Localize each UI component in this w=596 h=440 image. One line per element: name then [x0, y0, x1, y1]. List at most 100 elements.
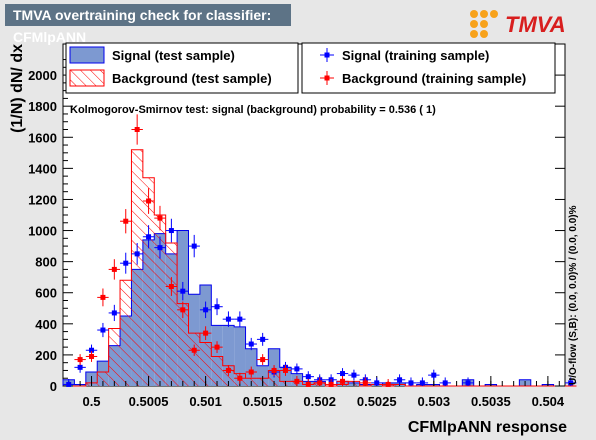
x-axis-label: CFMlpANN response — [408, 419, 567, 436]
background-train-point — [291, 375, 303, 386]
legend-signal-test-swatch — [69, 46, 105, 64]
background-train-point — [85, 351, 98, 362]
background-train-point — [177, 301, 189, 319]
legend-signal-train-label: Signal (training sample) — [342, 48, 489, 63]
legend-signal-test-label: Signal (test sample) — [112, 48, 235, 63]
x-tick-label: 0.504 — [532, 394, 565, 409]
background-train-point — [382, 379, 394, 387]
x-tick-label: 0.5 — [82, 394, 100, 409]
background-train-point — [154, 205, 166, 231]
background-train-point — [165, 277, 178, 296]
signal-train-point — [211, 298, 223, 316]
signal-test-bar — [222, 325, 235, 386]
background-test-bar — [165, 242, 178, 386]
legend-box-right — [301, 42, 556, 94]
background-train-point — [314, 377, 326, 386]
background-train-point — [199, 326, 212, 341]
background-test-outline — [63, 149, 577, 387]
y-tick-label: 200 — [35, 348, 57, 363]
background-train-point — [234, 372, 246, 384]
background-train-point — [302, 379, 314, 387]
x-tick-label: 0.5025 — [357, 394, 397, 409]
background-train-point — [245, 366, 257, 378]
background-train-point — [268, 365, 280, 376]
background-train-point — [359, 377, 372, 386]
overflow-note: U/O-flow (S,B): (0.0, 0.0)% / (0.0, 0.0)… — [568, 205, 579, 385]
signal-test-bar — [279, 367, 292, 386]
y-tick-label: 1400 — [28, 161, 57, 176]
background-test-bar — [199, 342, 212, 386]
signal-train-point — [120, 252, 132, 274]
background-train-point — [108, 259, 121, 280]
signal-train-point — [222, 311, 235, 327]
background-test-bar — [154, 215, 166, 386]
y-axis-label: (1/N) dN/ dx — [9, 44, 26, 133]
signal-train-point — [188, 234, 200, 258]
signal-train-point — [154, 236, 166, 259]
signal-train-point — [63, 379, 75, 387]
legend-background-train-label: Background (training sample) — [342, 71, 526, 86]
logo-dots-icon — [470, 10, 498, 38]
signal-train-point — [428, 369, 440, 381]
y-tick-label: 1800 — [28, 99, 57, 114]
signal-train-point — [234, 311, 246, 327]
signal-test-bar — [211, 325, 223, 386]
ks-test-text: Kolmogorov-Smirnov test: signal (backgro… — [70, 104, 436, 116]
background-train-point — [74, 354, 86, 366]
x-tick-label: 0.501 — [189, 394, 222, 409]
signal-train-point — [416, 377, 429, 386]
signal-test-bar — [256, 365, 269, 386]
legend-background-train-marker — [324, 75, 330, 81]
signal-train-point — [97, 322, 109, 338]
background-train-point — [120, 209, 132, 234]
signal-train-point — [199, 301, 212, 319]
y-tick-label: 1600 — [28, 130, 57, 145]
y-tick-label: 1000 — [28, 224, 57, 239]
signal-train-point — [177, 281, 189, 301]
background-train-point — [256, 354, 269, 366]
signal-train-point — [131, 242, 143, 265]
logo-text: TMVA — [505, 12, 566, 37]
legend-background-test-label: Background (test sample) — [112, 71, 272, 86]
background-test-bar — [188, 333, 200, 386]
signal-train-point — [405, 377, 417, 386]
background-test-bar — [211, 356, 223, 386]
background-train-point — [279, 365, 292, 376]
y-tick-label: 400 — [35, 317, 57, 332]
y-tick-label: 2000 — [28, 68, 57, 83]
x-tick-label: 0.502 — [303, 394, 336, 409]
background-train-point — [142, 188, 155, 214]
y-tick-label: 1200 — [28, 192, 57, 207]
background-test-bar — [131, 149, 143, 386]
signal-test-bar — [234, 326, 246, 386]
signal-train-point — [462, 377, 474, 386]
x-tick-label: 0.5015 — [243, 394, 283, 409]
signal-train-point — [245, 337, 257, 351]
x-tick-label: 0.5005 — [129, 394, 169, 409]
signal-train-point — [291, 363, 303, 375]
legend-box-left — [65, 42, 299, 94]
background-train-point — [336, 375, 349, 386]
legend-signal-train-marker — [324, 52, 330, 58]
legend-background-test-swatch — [69, 69, 105, 87]
signal-train-point — [108, 304, 121, 322]
background-train-point — [325, 379, 337, 387]
signal-train-point — [565, 377, 577, 386]
tmva-logo: TMVA — [468, 8, 586, 42]
signal-train-point — [165, 218, 178, 243]
signal-train-point — [371, 377, 383, 386]
background-train-point — [131, 114, 143, 145]
background-test-bar — [97, 372, 109, 386]
y-tick-label: 0 — [50, 379, 57, 394]
background-test-bar — [177, 303, 189, 386]
background-train-point — [188, 344, 200, 356]
signal-train-point — [256, 332, 269, 346]
x-tick-label: 0.503 — [418, 394, 451, 409]
background-train-point — [222, 365, 235, 376]
signal-train-point — [348, 369, 360, 381]
signal-train-point — [142, 225, 155, 249]
plot-title: TMVA overtraining check for classifier: … — [5, 4, 291, 45]
background-test-bar — [120, 280, 132, 386]
